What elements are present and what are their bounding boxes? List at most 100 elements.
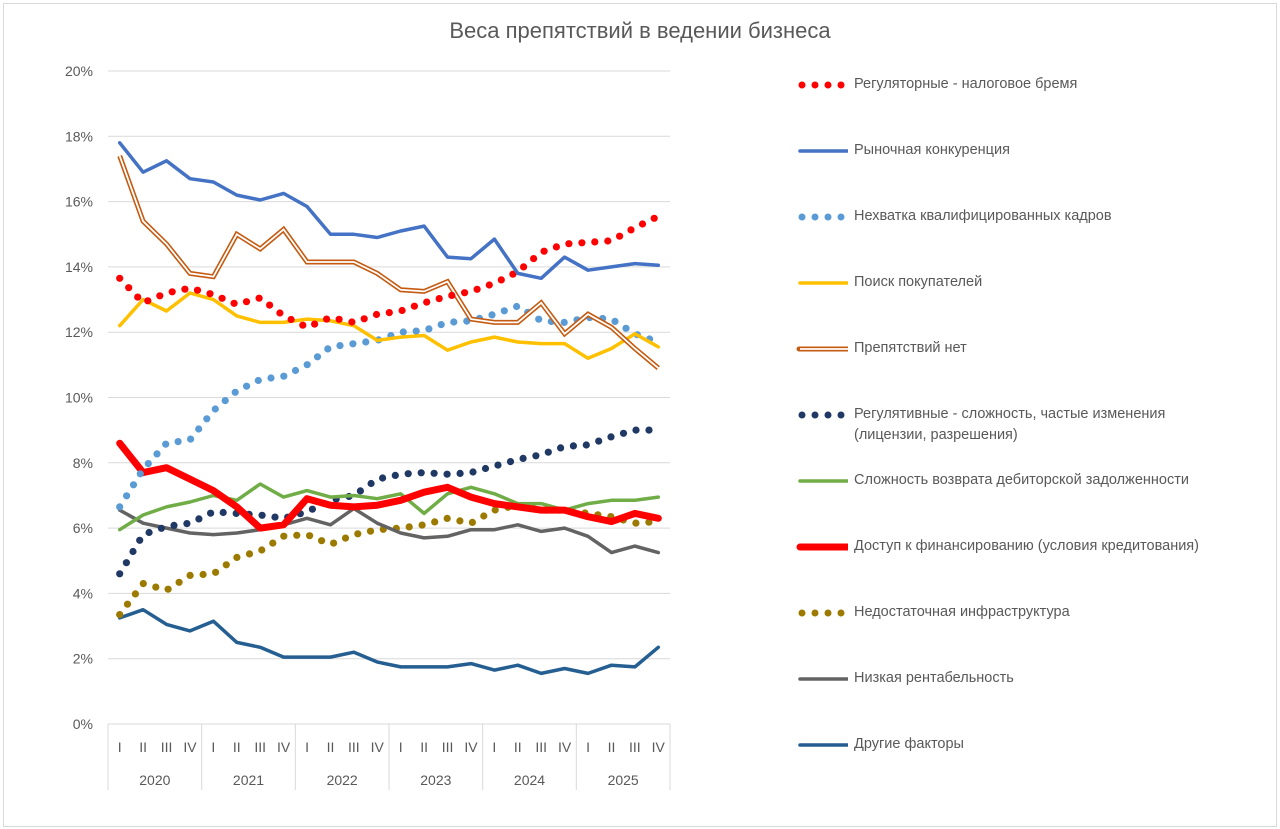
x-tick-quarter: I bbox=[586, 739, 590, 755]
series-dot bbox=[116, 503, 124, 511]
legend-dot bbox=[798, 81, 806, 89]
series-dot bbox=[349, 340, 357, 348]
series-dot bbox=[481, 464, 490, 473]
series-dot bbox=[372, 310, 381, 319]
series-dot bbox=[335, 315, 343, 323]
series-dot bbox=[519, 454, 527, 462]
series-dot bbox=[622, 324, 630, 332]
series-dot bbox=[131, 590, 139, 598]
legend-dot bbox=[837, 213, 845, 221]
legend-dot bbox=[811, 609, 819, 617]
legend-item: Низкая рентабельность bbox=[790, 670, 1014, 689]
legend-swatch-icon bbox=[798, 213, 845, 221]
y-tick-label: 2% bbox=[73, 651, 93, 667]
series-dot bbox=[650, 214, 658, 222]
legend-item: Поиск покупателей bbox=[790, 274, 982, 293]
series-line bbox=[117, 506, 661, 555]
legend-label: Низкая рентабельность bbox=[854, 670, 1014, 686]
legend-swatch-icon bbox=[796, 543, 848, 551]
legend-swatch-icon bbox=[798, 149, 848, 153]
series-dot bbox=[323, 315, 331, 323]
x-tick-quarter: I bbox=[305, 739, 309, 755]
legend-dot bbox=[811, 81, 819, 89]
series-dot bbox=[488, 311, 496, 319]
series-dot bbox=[242, 298, 251, 306]
series-dot bbox=[211, 405, 219, 413]
series-dot bbox=[212, 568, 220, 576]
y-tick-label: 8% bbox=[73, 455, 93, 471]
series-dot bbox=[222, 561, 230, 569]
series-dot bbox=[500, 307, 508, 315]
series-dot bbox=[565, 240, 573, 248]
x-tick-quarter: IV bbox=[652, 739, 666, 755]
series-dot bbox=[231, 388, 239, 396]
x-tick-quarter: II bbox=[233, 739, 241, 755]
series-dot bbox=[139, 580, 147, 588]
series-dot bbox=[627, 226, 635, 234]
series-dot bbox=[619, 429, 628, 437]
series-dot bbox=[157, 524, 165, 532]
series-dot bbox=[638, 220, 647, 228]
legend-label: Регуляторные - налоговое бремя bbox=[854, 76, 1078, 92]
x-tick-quarter: IV bbox=[464, 739, 478, 755]
legend-item: Регуляторные - налоговое бремя bbox=[790, 76, 1077, 95]
series-dot bbox=[398, 306, 406, 315]
legend-label: Регулятивные - сложность, частые изменен… bbox=[854, 404, 1165, 446]
series-dot bbox=[269, 539, 277, 547]
x-tick-year: 2022 bbox=[327, 772, 358, 788]
x-tick-quarter: III bbox=[161, 739, 173, 755]
series-dot bbox=[391, 471, 399, 479]
legend-label: Другие факторы bbox=[854, 736, 964, 752]
legend-dot bbox=[824, 411, 832, 419]
series-dot bbox=[153, 450, 161, 458]
series-dot bbox=[136, 470, 144, 478]
series-dot bbox=[632, 519, 640, 527]
x-tick-quarter: IV bbox=[277, 739, 291, 755]
series-dot bbox=[193, 286, 202, 294]
series-dot bbox=[362, 338, 370, 346]
legend-item: Регулятивные - сложность, частые изменен… bbox=[790, 406, 1165, 446]
series-dot bbox=[360, 315, 368, 323]
series-dot bbox=[385, 309, 393, 317]
series-dot bbox=[122, 559, 130, 567]
series-0 bbox=[116, 214, 658, 329]
series-dot bbox=[280, 532, 288, 540]
x-tick-quarter: III bbox=[535, 739, 547, 755]
legend-label: Нехватка квалифицированных кадров bbox=[854, 208, 1112, 224]
series-dot bbox=[291, 366, 300, 375]
legend-label: Препятствий нет bbox=[854, 340, 967, 356]
x-tick-quarter: II bbox=[608, 739, 616, 755]
y-tick-label: 18% bbox=[65, 128, 93, 144]
series-dot bbox=[348, 318, 356, 326]
series-dot bbox=[280, 372, 288, 380]
series-dot bbox=[116, 274, 124, 282]
series-7 bbox=[116, 439, 662, 532]
x-tick-quarter: I bbox=[211, 739, 215, 755]
legend-dot bbox=[798, 411, 806, 419]
series-dot bbox=[437, 321, 445, 329]
legend-label: Доступ к финансированию (условия кредито… bbox=[854, 538, 1199, 554]
series-dot bbox=[243, 382, 251, 390]
x-tick-quarter: III bbox=[254, 739, 266, 755]
series-dot bbox=[431, 518, 439, 526]
series-dot bbox=[530, 255, 538, 263]
series-dot bbox=[183, 520, 191, 528]
series-line bbox=[116, 439, 662, 532]
legend-label: Рыночная конкуренция bbox=[854, 142, 1010, 158]
x-tick-quarter: IV bbox=[371, 739, 385, 755]
series-dot bbox=[468, 518, 476, 527]
x-tick-year: 2023 bbox=[420, 772, 451, 788]
series-line-inner bbox=[118, 155, 659, 369]
series-dot bbox=[206, 290, 214, 298]
series-dot bbox=[494, 461, 502, 469]
series-dot bbox=[456, 469, 464, 477]
legend-label-line: Регулятивные - сложность, частые изменен… bbox=[854, 406, 1166, 422]
series-dot bbox=[116, 570, 124, 578]
series-dot bbox=[156, 292, 164, 300]
legend-dot bbox=[798, 609, 806, 617]
series-dot bbox=[336, 342, 344, 350]
x-tick-quarter: IV bbox=[558, 739, 572, 755]
series-dot bbox=[276, 309, 284, 317]
series-dot bbox=[311, 320, 319, 328]
series-dot bbox=[207, 509, 215, 517]
